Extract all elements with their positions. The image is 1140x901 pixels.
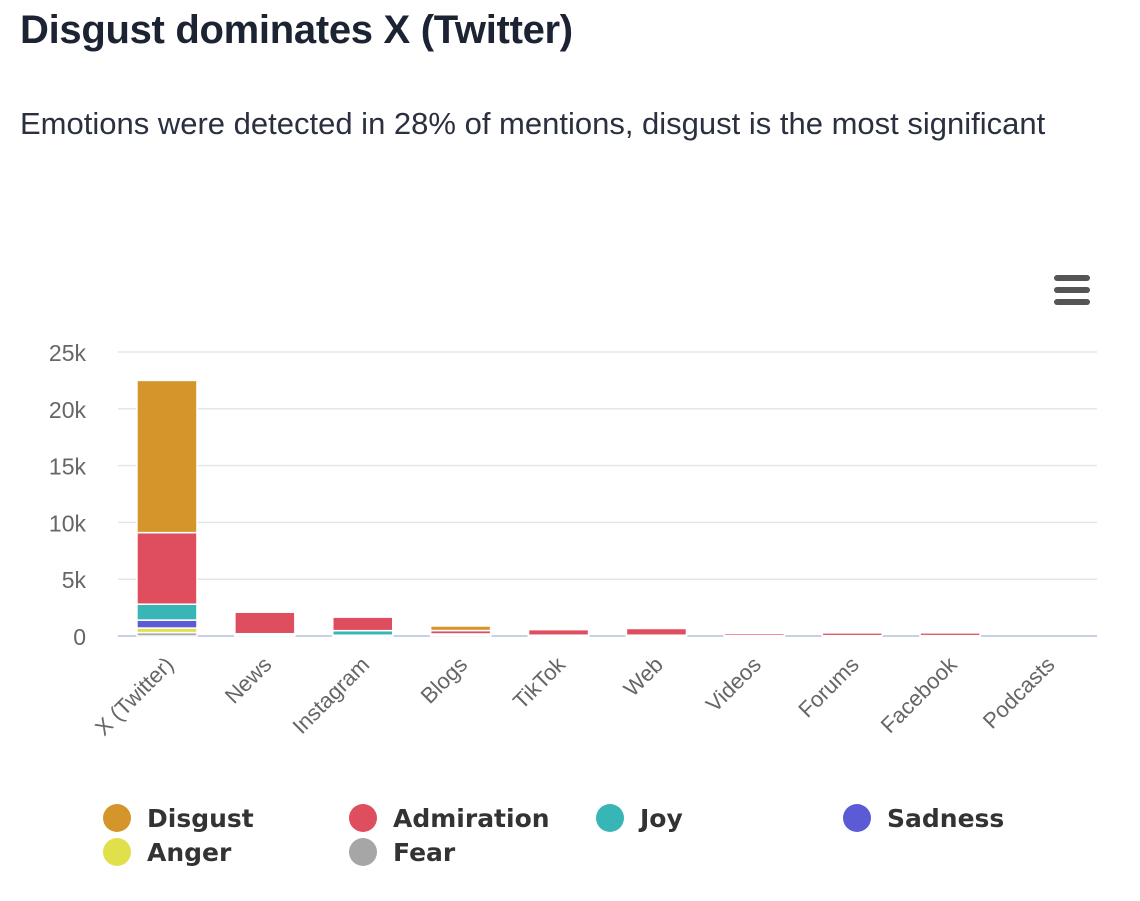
x-tick-label: TikTok (508, 651, 571, 714)
x-tick-label: Instagram (287, 652, 374, 739)
bar-segment[interactable] (234, 610, 296, 613)
y-axis-tick-labels: 0 5k 10k 15k 20k 25k (49, 340, 87, 650)
legend-label: Anger (147, 837, 232, 867)
x-tick-label: News (220, 652, 277, 709)
bar-segment[interactable] (723, 632, 786, 635)
bar-segment[interactable] (527, 628, 590, 631)
y-tick-label: 10k (49, 510, 87, 536)
y-tick-label: 25k (49, 340, 87, 366)
bar-segment[interactable] (332, 616, 394, 632)
legend-item[interactable]: Joy (596, 801, 683, 835)
bar-segment[interactable] (625, 627, 688, 636)
bar-segment[interactable] (821, 631, 883, 634)
stacked-bar-chart: 0 5k 10k 15k 20k 25k X (Twitter) News Instagram… (49, 340, 1097, 740)
legend-label: Joy (640, 803, 683, 833)
chart-subtitle: Emotions were detected in 28% of mention… (20, 106, 1046, 141)
x-tick-label: Blogs (416, 652, 473, 709)
bar-segment[interactable] (527, 628, 590, 636)
x-tick-label: X (Twitter) (90, 652, 179, 741)
y-tick-label: 5k (62, 567, 87, 593)
bar-segment[interactable] (136, 531, 198, 605)
legend-item[interactable]: Anger (103, 835, 231, 869)
legend-label: Admiration (393, 803, 550, 833)
legend-marker-icon (103, 804, 131, 832)
y-tick-label: 0 (73, 624, 86, 650)
x-tick-label: Podcasts (978, 652, 1060, 734)
bar-segment[interactable] (136, 603, 198, 621)
bar-segment[interactable] (234, 611, 296, 635)
bar-segment[interactable] (136, 379, 198, 534)
hamburger-menu-icon (1054, 275, 1090, 281)
legend-marker-icon (596, 804, 624, 832)
bars (136, 379, 981, 638)
y-tick-label: 20k (49, 397, 87, 423)
bar-segment[interactable] (625, 626, 688, 630)
chart-title: Disgust dominates X (Twitter) (20, 8, 573, 52)
legend-item[interactable]: Admiration (349, 801, 550, 835)
x-tick-label: Facebook (876, 651, 963, 738)
bar-segment[interactable] (332, 615, 394, 618)
legend-label: Disgust (147, 803, 254, 833)
chart-legend: Disgust Admiration Joy Sadness Anger Fear (103, 801, 1063, 875)
legend-label: Fear (393, 837, 456, 867)
legend-marker-icon (349, 838, 377, 866)
bar-segment[interactable] (919, 631, 981, 634)
legend-label: Sadness (887, 803, 1005, 833)
x-tick-label: Videos (701, 652, 766, 717)
x-axis-tick-labels: X (Twitter) News Instagram Blogs TikTok Web Vi… (90, 651, 1060, 740)
hamburger-menu-icon-middle-bar (1054, 287, 1090, 293)
gridlines (118, 351, 1097, 637)
legend-item[interactable]: Fear (349, 835, 455, 869)
legend-item[interactable]: Disgust (103, 801, 254, 835)
legend-marker-icon (103, 838, 131, 866)
y-tick-label: 15k (49, 454, 87, 480)
legend-marker-icon (349, 804, 377, 832)
bar-segment[interactable] (136, 619, 198, 629)
legend-item[interactable]: Sadness (843, 801, 1004, 835)
x-tick-label: Forums (793, 652, 863, 722)
x-tick-label: Web (619, 652, 668, 701)
chart-menu-button[interactable] (1050, 268, 1094, 312)
legend-marker-icon (843, 804, 871, 832)
hamburger-menu-icon-bottom-bar (1054, 299, 1090, 305)
bar-segment[interactable] (429, 625, 492, 632)
